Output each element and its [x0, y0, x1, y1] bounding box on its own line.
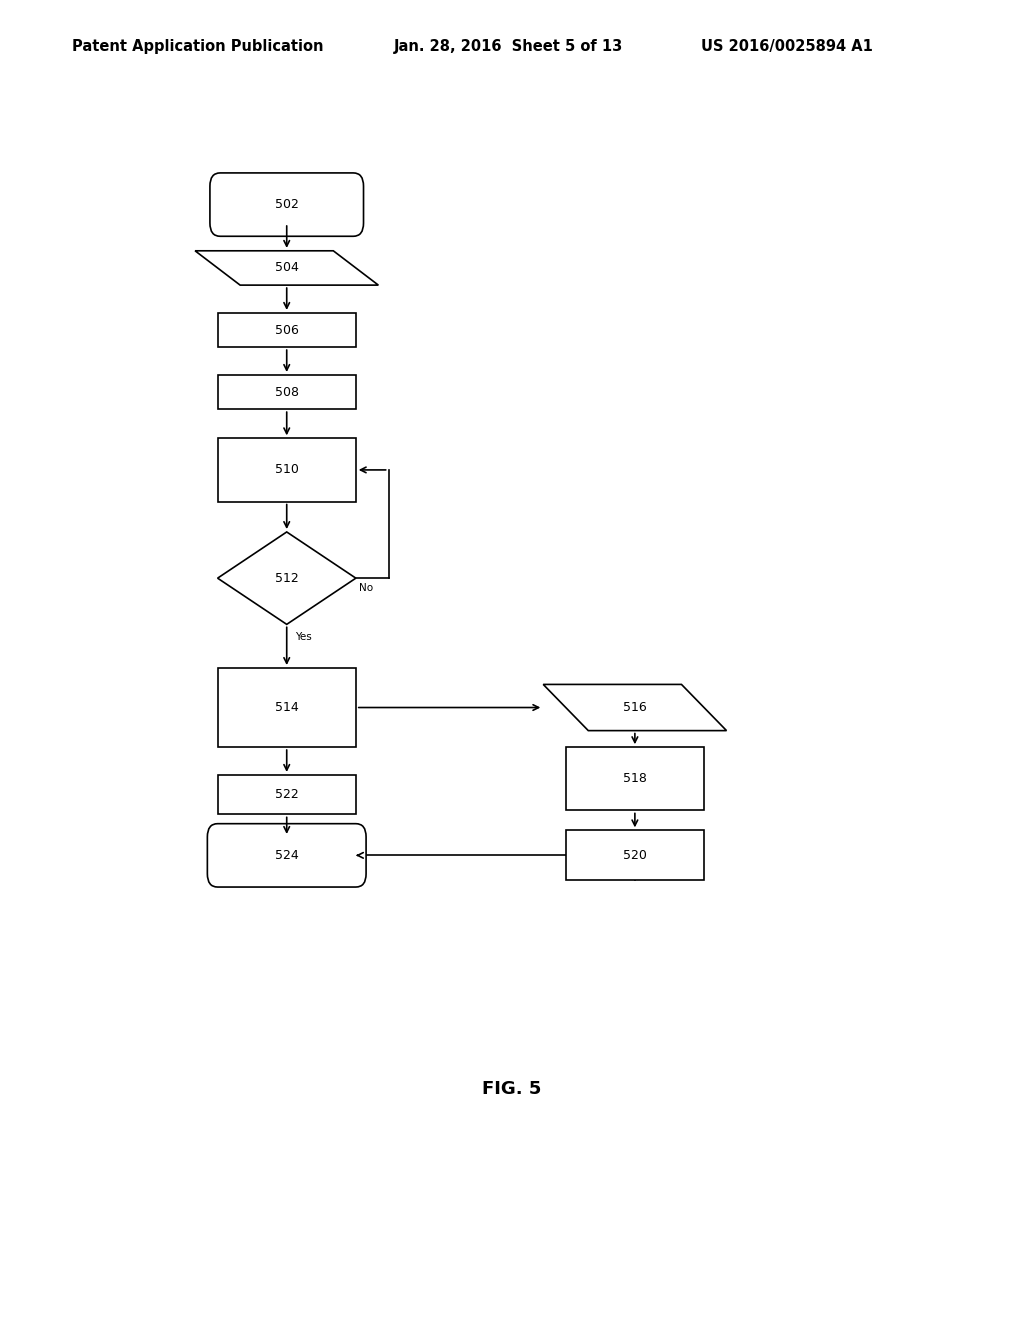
- Text: Jan. 28, 2016  Sheet 5 of 13: Jan. 28, 2016 Sheet 5 of 13: [394, 38, 624, 54]
- Bar: [218, 775, 356, 814]
- Text: FIG. 5: FIG. 5: [482, 1080, 542, 1098]
- Bar: [218, 438, 356, 502]
- Polygon shape: [218, 532, 356, 624]
- Text: Yes: Yes: [295, 632, 311, 643]
- Polygon shape: [543, 684, 727, 731]
- Text: No: No: [359, 583, 373, 594]
- Text: Patent Application Publication: Patent Application Publication: [72, 38, 324, 54]
- Text: 504: 504: [274, 261, 299, 275]
- FancyBboxPatch shape: [207, 824, 367, 887]
- Text: 506: 506: [274, 323, 299, 337]
- Text: 520: 520: [623, 849, 647, 862]
- Bar: [565, 747, 705, 810]
- Polygon shape: [196, 251, 379, 285]
- Bar: [218, 375, 356, 409]
- Text: 516: 516: [623, 701, 647, 714]
- Text: 518: 518: [623, 772, 647, 785]
- Text: 522: 522: [274, 788, 299, 801]
- Text: 510: 510: [274, 463, 299, 477]
- Text: 508: 508: [274, 385, 299, 399]
- Bar: [218, 313, 356, 347]
- Bar: [565, 830, 705, 880]
- Text: 502: 502: [274, 198, 299, 211]
- FancyBboxPatch shape: [210, 173, 364, 236]
- Text: 524: 524: [274, 849, 299, 862]
- Text: US 2016/0025894 A1: US 2016/0025894 A1: [701, 38, 873, 54]
- Text: 512: 512: [274, 572, 299, 585]
- Text: 514: 514: [274, 701, 299, 714]
- Bar: [218, 668, 356, 747]
